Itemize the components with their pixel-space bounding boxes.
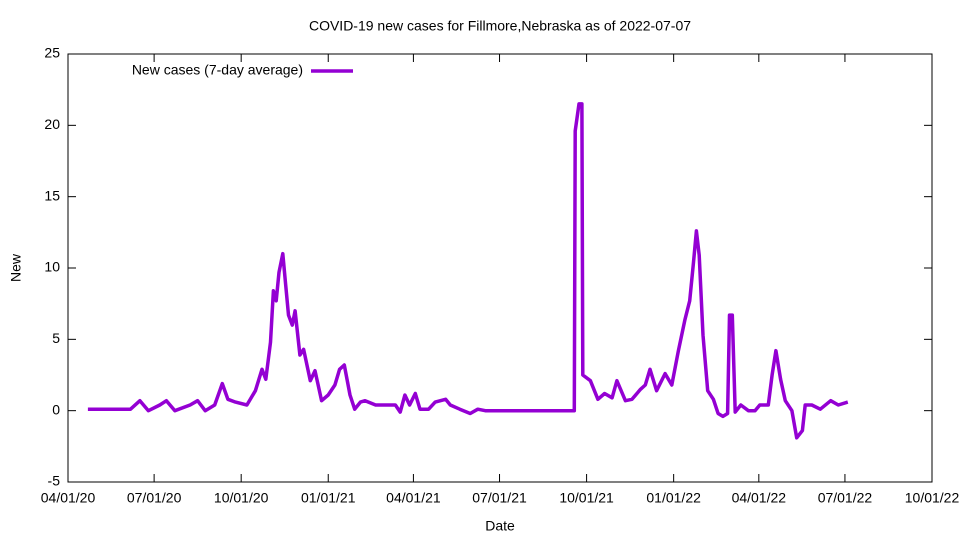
legend-label: New cases (7-day average) <box>132 62 303 78</box>
y-axis-label: New <box>8 253 24 282</box>
x-tick-label: 04/01/20 <box>41 490 96 506</box>
x-tick-label: 07/01/21 <box>472 490 527 506</box>
y-tick-label: 10 <box>44 259 60 275</box>
x-tick-label: 07/01/22 <box>818 490 873 506</box>
y-tick-label: 5 <box>52 330 60 346</box>
x-tick-label: 04/01/22 <box>732 490 787 506</box>
x-tick-label: 04/01/21 <box>386 490 441 506</box>
x-tick-label: 10/01/22 <box>905 490 960 506</box>
series-line <box>87 102 849 440</box>
y-tick-label: 20 <box>44 116 60 132</box>
y-tick-label: 25 <box>44 45 60 61</box>
x-tick-label: 01/01/21 <box>301 490 356 506</box>
x-tick-label: 07/01/20 <box>127 490 182 506</box>
y-tick-label: 0 <box>52 401 60 417</box>
x-tick-label: 01/01/22 <box>646 490 701 506</box>
x-tick-label: 10/01/20 <box>214 490 269 506</box>
x-axis-label: Date <box>485 518 515 534</box>
x-tick-label: 10/01/21 <box>559 490 614 506</box>
chart-title: COVID-19 new cases for Fillmore,Nebraska… <box>309 18 691 34</box>
y-tick-label: 15 <box>44 187 60 203</box>
y-tick-label: -5 <box>48 473 61 489</box>
